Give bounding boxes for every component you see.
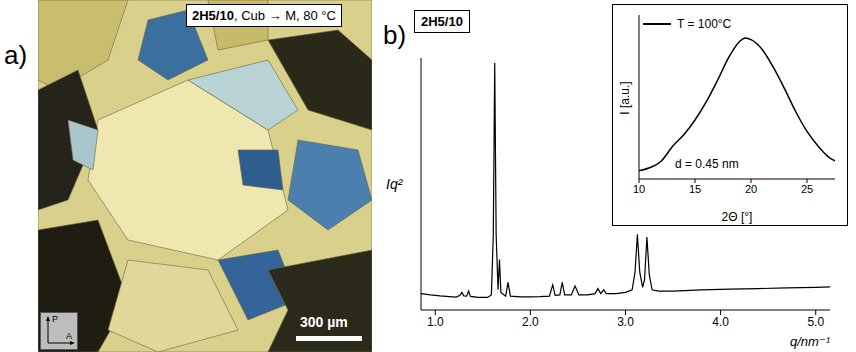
- html-text:T = 100°C: T = 100°C: [677, 17, 732, 31]
- html-text:2H5/10, Cub → M, 80 °C: 2H5/10, Cub → M, 80 °C: [192, 8, 336, 23]
- html-text:300 µm: 300 µm: [300, 314, 348, 330]
- svg-text:5.0: 5.0: [807, 315, 824, 329]
- svg-text:2.0: 2.0: [522, 315, 539, 329]
- html-text:A: A: [66, 331, 72, 341]
- html-text:a): a): [4, 40, 28, 70]
- html-text:2H5/10: 2H5/10: [421, 14, 463, 29]
- svg-text:15: 15: [689, 183, 701, 195]
- svg-text:20: 20: [745, 183, 757, 195]
- html-text:P: P: [52, 314, 58, 324]
- html-text:q/nm⁻¹: q/nm⁻¹: [790, 334, 831, 349]
- svg-text:1.0: 1.0: [427, 315, 444, 329]
- svg-text:2Θ [°]: 2Θ [°]: [722, 210, 753, 224]
- html-text:d = 0.45 nm: d = 0.45 nm: [675, 157, 739, 171]
- html-text:Iq²: Iq²: [386, 176, 403, 192]
- svg-text:25: 25: [801, 183, 813, 195]
- svg-text:4.0: 4.0: [712, 315, 729, 329]
- svg-text:10: 10: [633, 183, 645, 195]
- svg-text:3.0: 3.0: [617, 315, 634, 329]
- html-text:I [a.u.]: I [a.u.]: [618, 81, 632, 115]
- html-text:b): b): [383, 20, 407, 50]
